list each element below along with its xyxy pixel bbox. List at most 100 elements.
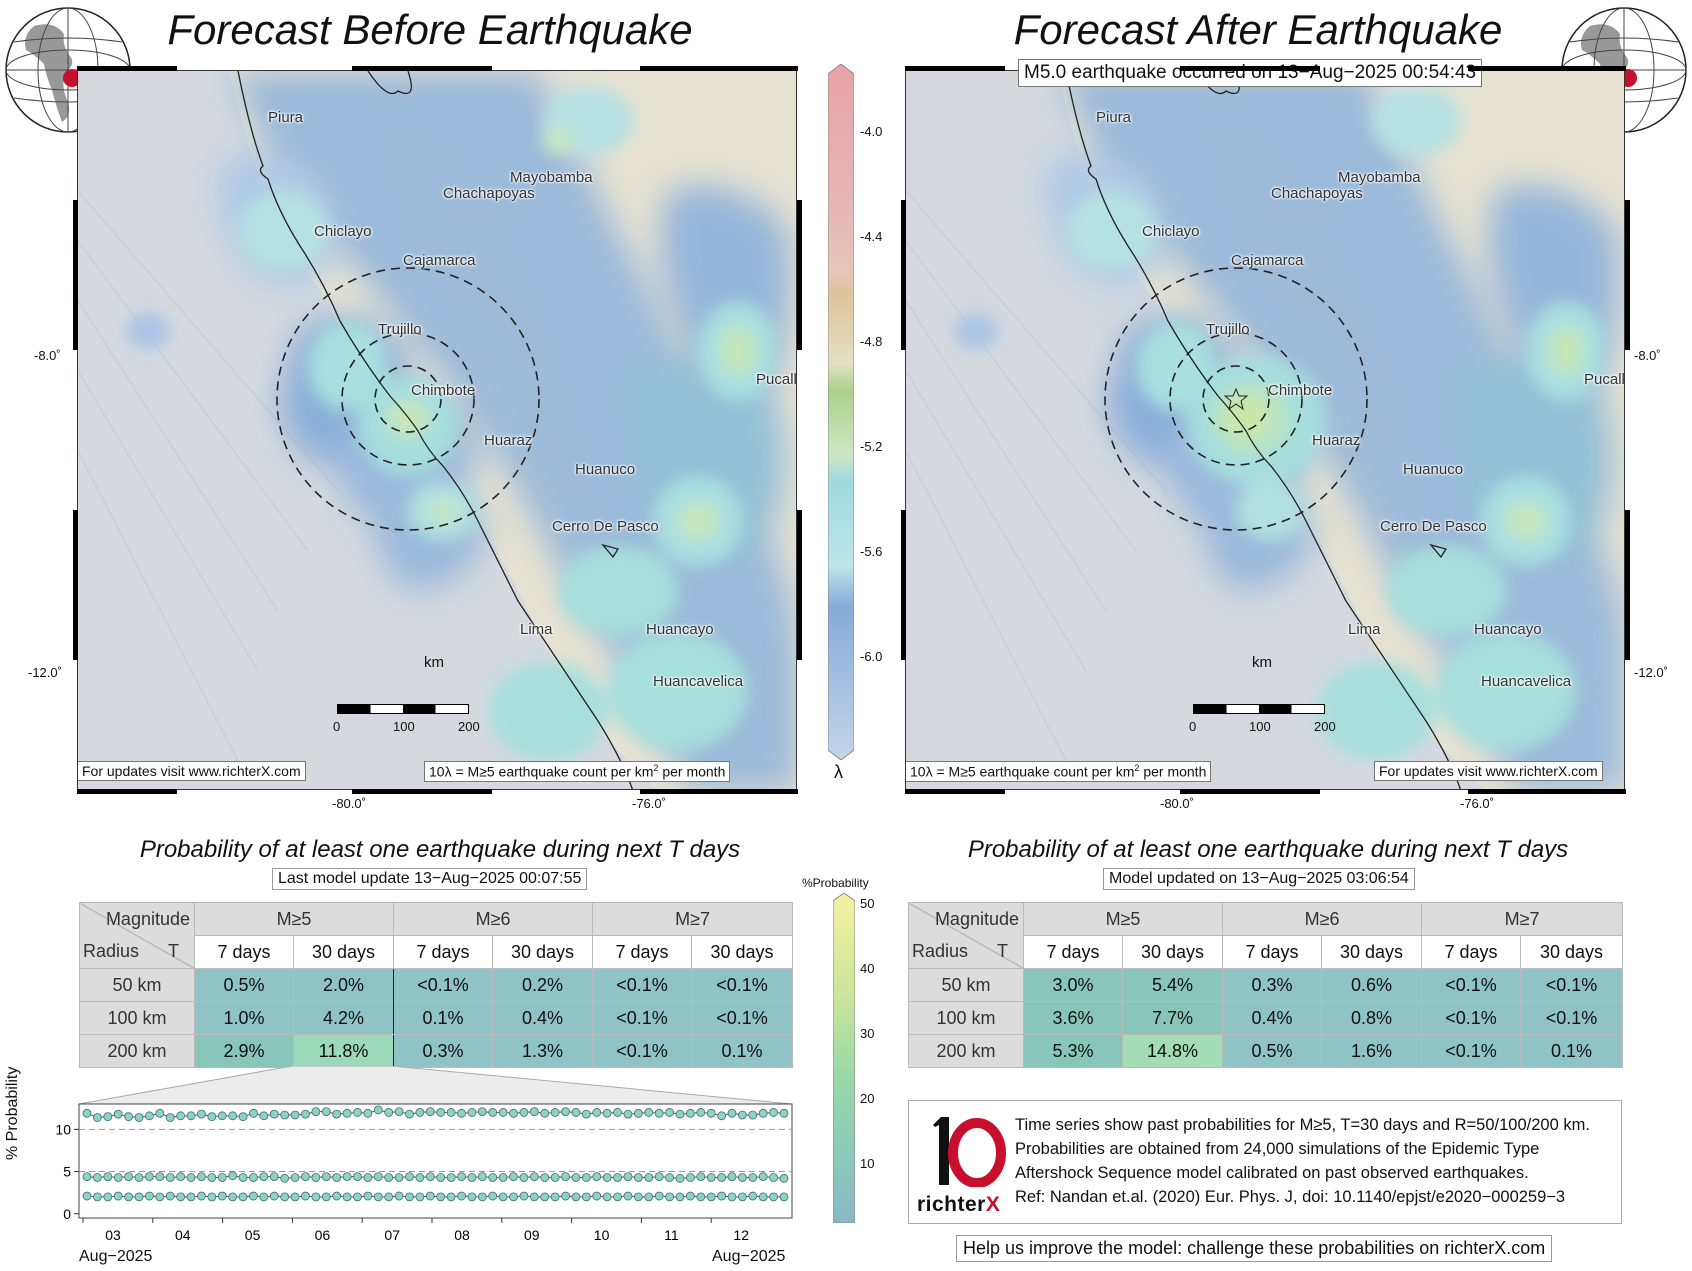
table-row: 200 km 5.3% 14.8% 0.5% 1.6% <0.1% 0.1% bbox=[908, 1034, 1624, 1068]
data-point bbox=[529, 1192, 539, 1202]
prob-cell: 1.0% bbox=[194, 1001, 294, 1035]
period-header: 7 days bbox=[194, 935, 294, 969]
prob-cell: 1.6% bbox=[1321, 1034, 1423, 1068]
scale-tick: 0 bbox=[1189, 719, 1197, 734]
data-point bbox=[259, 1111, 269, 1121]
data-point bbox=[550, 1108, 560, 1117]
city-name: Pucall bbox=[756, 371, 797, 388]
info-line: Probabilities are obtained from 24,000 s… bbox=[1015, 1140, 1540, 1158]
data-point bbox=[155, 1108, 165, 1118]
data-point bbox=[561, 1107, 570, 1116]
data-point bbox=[321, 1107, 331, 1116]
lambda-note-tail: per month bbox=[1139, 763, 1207, 780]
data-point bbox=[165, 1191, 175, 1201]
lat-tick: -12.0˚ bbox=[1634, 665, 1668, 680]
city-label: Chiclayo bbox=[1142, 223, 1200, 240]
data-point bbox=[675, 1173, 685, 1183]
prob-cell: 0.4% bbox=[492, 1001, 594, 1035]
data-point bbox=[654, 1108, 664, 1118]
table-corner: Magnitude Radius T bbox=[79, 902, 195, 969]
city-name: Huancayo bbox=[646, 621, 714, 638]
data-point bbox=[519, 1108, 529, 1117]
city-label: Huanuco bbox=[1403, 461, 1463, 478]
data-point bbox=[259, 1192, 269, 1202]
challenge-link[interactable]: Help us improve the model: challenge the… bbox=[956, 1235, 1553, 1262]
x-tick-label: 09 bbox=[524, 1227, 540, 1243]
data-point bbox=[217, 1173, 227, 1182]
data-point bbox=[124, 1112, 134, 1122]
prob-cell: 5.4% bbox=[1121, 968, 1224, 1002]
data-point bbox=[321, 1172, 331, 1182]
data-point bbox=[436, 1192, 446, 1202]
city-name: Mayobamba bbox=[1338, 169, 1421, 186]
data-point bbox=[217, 1191, 227, 1201]
data-point bbox=[311, 1107, 321, 1116]
data-point bbox=[633, 1192, 643, 1202]
data-point bbox=[145, 1191, 154, 1201]
lambda-tick: -4.8 bbox=[860, 334, 883, 349]
data-point bbox=[373, 1105, 383, 1115]
map-right[interactable]: Piura Mayobamba Chachapoyas Chiclayo Caj… bbox=[905, 70, 1625, 790]
data-point bbox=[269, 1191, 279, 1201]
lat-tick: -8.0˚ bbox=[1634, 348, 1661, 363]
info-line: Time series show past probabilities for … bbox=[1015, 1116, 1590, 1134]
data-point bbox=[623, 1109, 633, 1119]
data-point bbox=[280, 1110, 290, 1120]
scale-bar bbox=[1193, 704, 1325, 714]
data-point bbox=[571, 1108, 581, 1117]
data-point bbox=[571, 1173, 581, 1182]
city-label: Trujillo bbox=[1206, 321, 1250, 338]
data-point bbox=[613, 1192, 622, 1202]
x-tick-label: 07 bbox=[384, 1227, 400, 1243]
data-point bbox=[519, 1191, 529, 1201]
city-name: Trujillo bbox=[378, 321, 422, 338]
lambda-tick: -4.4 bbox=[860, 229, 883, 244]
data-point bbox=[415, 1173, 425, 1182]
data-point bbox=[644, 1108, 654, 1117]
data-point bbox=[238, 1112, 248, 1122]
data-point bbox=[509, 1172, 518, 1182]
frame-segment bbox=[797, 200, 802, 350]
data-point bbox=[321, 1192, 331, 1202]
data-point bbox=[592, 1108, 602, 1117]
period-header: 30 days bbox=[1121, 935, 1224, 969]
prob-cell: 0.4% bbox=[1222, 1001, 1323, 1035]
magnitude-header: M≥5 bbox=[1022, 902, 1224, 936]
prob-cell: 2.9% bbox=[194, 1034, 294, 1068]
map-left[interactable]: Piura Mayobamba Chachapoyas Chiclayo Caj… bbox=[77, 70, 797, 790]
lambda-note: 10λ = M≥5 earthquake count per km2 per m… bbox=[424, 761, 731, 782]
prob-cell: <0.1% bbox=[1421, 968, 1522, 1002]
prob-colorbar bbox=[833, 893, 855, 1223]
data-point bbox=[529, 1172, 539, 1182]
city-label: Cajamarca bbox=[403, 252, 476, 269]
data-point bbox=[363, 1108, 373, 1118]
city-label: Huaraz bbox=[484, 432, 532, 449]
city-label: Chachapoyas bbox=[443, 185, 535, 202]
data-point bbox=[498, 1192, 508, 1202]
data-point bbox=[436, 1173, 446, 1182]
data-point bbox=[457, 1191, 466, 1201]
city-name: Cajamarca bbox=[1231, 252, 1304, 269]
data-point bbox=[644, 1173, 654, 1182]
data-point bbox=[602, 1192, 612, 1202]
data-point bbox=[134, 1113, 144, 1122]
city-name: Huancavelica bbox=[1481, 673, 1572, 690]
lambda-note-sup: 2 bbox=[653, 763, 659, 773]
prob-cell: 4.2% bbox=[292, 1001, 395, 1035]
data-point bbox=[342, 1172, 352, 1182]
data-point bbox=[113, 1173, 123, 1182]
frame-segment bbox=[1468, 66, 1626, 71]
data-point bbox=[717, 1191, 726, 1201]
data-point bbox=[280, 1192, 290, 1202]
city-label: Piura bbox=[1096, 109, 1131, 126]
prob-cell: <0.1% bbox=[691, 968, 794, 1002]
epicenter-star-icon bbox=[1223, 387, 1249, 411]
data-point bbox=[665, 1108, 674, 1117]
city-name: Cajamarca bbox=[403, 252, 476, 269]
data-point bbox=[425, 1191, 435, 1201]
data-point bbox=[280, 1173, 290, 1183]
data-point bbox=[405, 1192, 414, 1202]
prob-cell: 1.3% bbox=[492, 1034, 594, 1068]
prob-cell: 3.0% bbox=[1023, 968, 1123, 1002]
